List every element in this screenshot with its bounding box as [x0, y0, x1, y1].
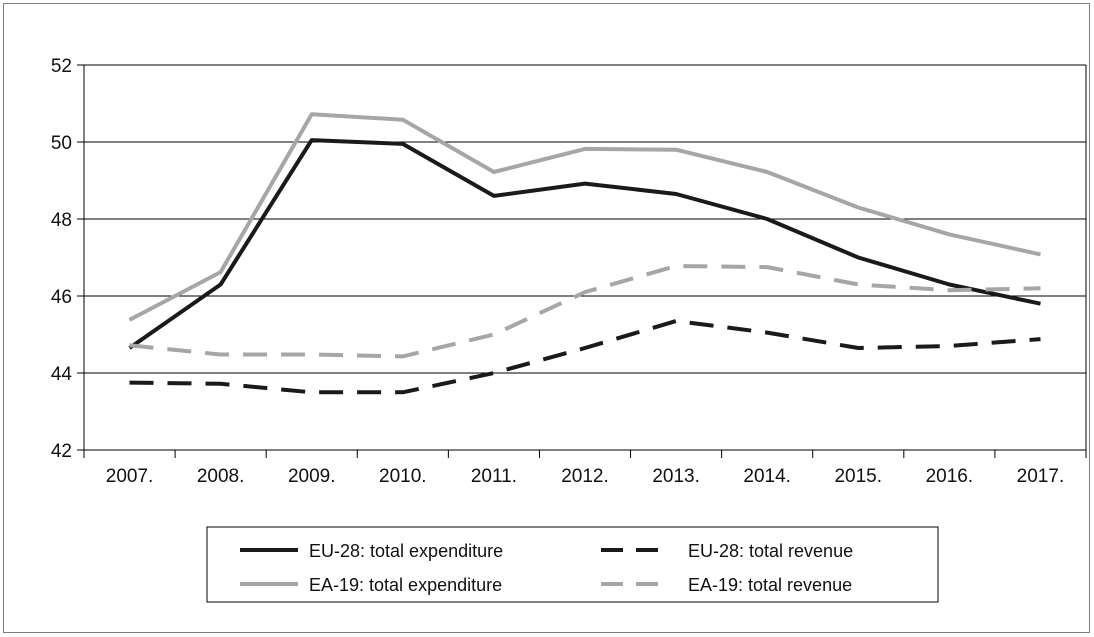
x-tick-label: 2012. [561, 466, 609, 487]
y-tick-label: 46 [51, 287, 72, 308]
legend-box [206, 526, 939, 603]
x-tick-label: 2015. [834, 466, 882, 487]
x-tick-label: 2014. [743, 466, 791, 487]
legend-label-eu28-revenue: EU-28: total revenue [688, 541, 853, 561]
legend-label-ea19-expenditure: EA-19: total expenditure [309, 575, 502, 595]
legend: EU-28: total expenditure EU-28: total re… [206, 526, 939, 603]
x-tick-label: 2010. [379, 466, 427, 487]
x-axis: 2007. 2008. 2009. 2010. 2011. 2012. 2013. 2014.… [83, 450, 1087, 487]
x-tick-label: 2017. [1017, 466, 1065, 487]
series-line-2 [128, 112, 1041, 322]
y-tick-label: 44 [51, 364, 73, 385]
x-tick-label: 2013. [652, 466, 700, 487]
gridlines [84, 64, 1087, 451]
y-tick-label: 48 [51, 210, 72, 231]
series-line-1 [129, 319, 1041, 395]
y-tick-label: 52 [51, 56, 72, 77]
series-lines [128, 112, 1041, 395]
legend-label-ea19-revenue: EA-19: total revenue [688, 575, 852, 595]
series-line-3 [129, 264, 1041, 359]
x-tick-label: 2016. [926, 466, 974, 487]
legend-label-eu28-expenditure: EU-28: total expenditure [309, 541, 503, 561]
x-tick-label: 2008. [197, 466, 245, 487]
series-line-0 [128, 138, 1041, 350]
y-tick-label: 42 [51, 441, 72, 462]
y-tick-label: 50 [51, 133, 72, 154]
y-axis: 42 44 46 48 50 52 [51, 56, 85, 462]
x-tick-label: 2007. [106, 466, 154, 487]
x-tick-label: 2011. [471, 466, 517, 487]
x-tick-label: 2009. [288, 466, 336, 487]
